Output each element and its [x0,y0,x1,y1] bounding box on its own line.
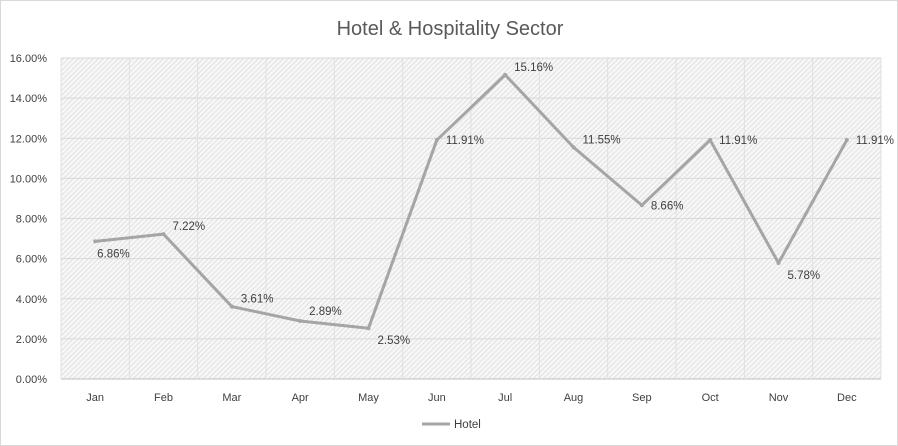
x-axis: Jan Feb Mar Apr May Jun Jul Aug Sep Oct Nov Dec [86,392,857,404]
x-tick-label: May [358,392,379,404]
data-point [93,239,98,244]
y-tick-label: 0.00% [16,374,47,386]
y-tick-label: 4.00% [16,294,47,306]
legend-label-hotel: Hotel [454,419,481,431]
x-grid-layer [60,58,882,379]
x-tick-label: Dec [837,392,857,404]
data-point [229,304,234,309]
data-label: 11.55% [583,134,621,146]
y-tick-label: 12.00% [10,133,48,145]
data-point [776,261,781,266]
x-tick-label: Oct [702,392,719,404]
y-tick-label: 2.00% [16,334,47,346]
legend[interactable]: Hotel [422,419,481,431]
data-point [298,319,303,324]
x-tick-label: Jul [498,392,512,404]
x-tick-label: Nov [769,392,789,404]
y-tick-label: 6.00% [16,254,47,266]
chart-title: Hotel & Hospitality Sector [337,18,564,40]
y-axis: 0.00% 2.00% 4.00% 6.00% 8.00% 10.00% 12.00% 14.… [10,53,48,386]
data-point [639,203,644,208]
y-tick-label: 16.00% [10,53,48,65]
data-label: 7.22% [173,221,206,233]
data-label: 11.91% [446,135,484,147]
y-tick-label: 8.00% [16,214,47,226]
data-point [434,138,439,143]
data-point [844,138,849,143]
data-label: 2.53% [378,335,411,347]
x-tick-label: Jan [86,392,104,404]
data-point [161,232,166,237]
data-labels: 6.86% 7.22% 3.61% 2.89% 2.53% 11.91% 15.16% 11.… [97,62,894,347]
data-label: 2.89% [309,306,342,318]
data-label: 11.91% [719,135,757,147]
data-point [708,138,713,143]
data-label: 11.91% [856,135,894,147]
series-layer [93,72,849,331]
x-tick-label: Apr [292,392,309,404]
data-point [571,145,576,150]
x-tick-label: Feb [154,392,173,404]
data-label: 6.86% [97,248,130,260]
x-tick-label: Sep [632,392,652,404]
y-tick-label: 14.00% [10,93,48,105]
x-tick-label: Jun [428,392,446,404]
data-point [503,72,508,77]
data-label: 3.61% [241,294,274,306]
data-label: 8.66% [651,200,684,212]
data-point [366,326,371,331]
data-label: 5.78% [788,270,821,282]
data-label: 15.16% [514,62,553,74]
x-tick-label: Aug [564,392,584,404]
x-tick-label: Mar [222,392,241,404]
y-tick-label: 10.00% [10,173,48,185]
series-line-hotel [93,73,849,330]
